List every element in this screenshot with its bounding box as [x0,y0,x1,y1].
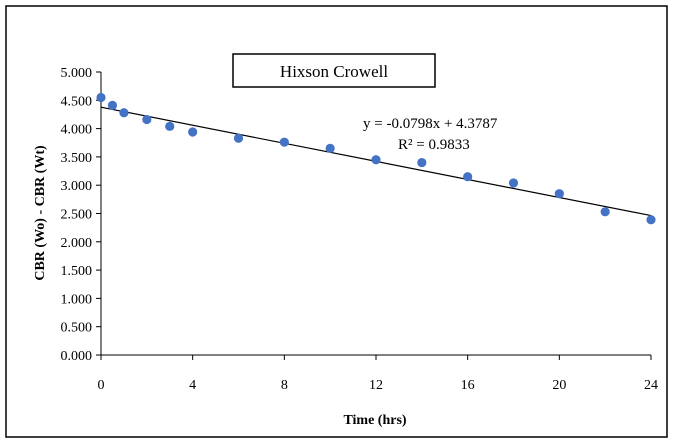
y-axis-title: CBR (Wo) - CBR (Wt) [33,145,48,281]
data-point [233,133,244,143]
x-tick-label: 12 [369,378,383,393]
y-tick-label: 1.500 [61,264,93,279]
x-tick-label: 0 [98,378,105,393]
data-point [188,127,198,137]
data-point [417,157,427,168]
data-point [279,137,289,147]
data-point [646,215,656,225]
y-tick-label: 0.500 [61,321,93,336]
y-tick-label: 4.000 [61,123,93,138]
y-tick-label: 2.000 [61,236,93,251]
data-point [119,108,129,118]
data-point [463,172,473,182]
chart-title: Hixson Crowell [280,62,388,81]
x-tick-label: 4 [189,378,196,393]
data-point [142,114,152,125]
data-points [96,92,656,225]
x-tick-label: 20 [552,378,566,393]
data-point [371,155,381,165]
y-tick-label: 3.000 [61,179,93,194]
y-tick-label: 0.000 [61,349,93,364]
x-tick-label: 16 [461,378,475,393]
data-point [325,143,335,154]
x-tick-label: 8 [281,378,288,393]
y-tick-label: 3.500 [61,151,93,166]
tick-labels: 0.000 0.500 1.000 1.500 2.000 2.500 3.000 3.500… [61,66,659,393]
y-tick-label: 4.500 [61,94,93,109]
trendline-r-squared: R² = 0.9833 [398,137,470,153]
data-point [107,100,118,110]
axes [96,71,652,360]
data-point [508,178,519,188]
chart-title-box [232,53,436,88]
data-point [600,207,610,217]
x-tick-label: 24 [644,378,658,393]
trendline-equation: y = -0.0798x + 4.3787 [363,116,498,132]
data-point [554,189,564,199]
y-tick-label: 2.500 [61,208,93,223]
y-tick-label: 5.000 [61,66,93,81]
data-point [165,121,175,131]
x-axis-title: Time (hrs) [343,413,406,428]
y-tick-label: 1.000 [61,292,93,307]
data-point [96,92,106,103]
